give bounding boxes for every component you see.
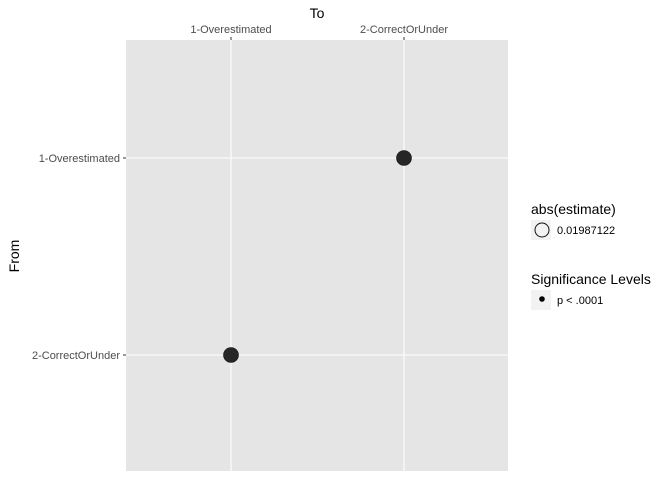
x-tick-label: 1-Overestimated bbox=[190, 24, 271, 36]
x-axis-ticks: 1-Overestimated 2-CorrectOrUnder bbox=[190, 24, 448, 40]
legend: abs(estimate) 0.01987122 Significance Le… bbox=[531, 201, 651, 310]
x-tick-label: 2-CorrectOrUnder bbox=[360, 24, 448, 36]
legend-significance-title: Significance Levels bbox=[531, 271, 651, 287]
y-tick-label: 2-CorrectOrUnder bbox=[32, 350, 120, 362]
data-point bbox=[223, 347, 239, 363]
legend-size-title: abs(estimate) bbox=[531, 201, 616, 217]
plot-panel bbox=[126, 40, 508, 471]
legend-significance-label: p < .0001 bbox=[557, 295, 603, 307]
grid-lines bbox=[126, 40, 508, 471]
x-axis-title: To bbox=[310, 5, 325, 21]
legend-size-key-background bbox=[531, 220, 551, 240]
legend-significance-key-dot bbox=[539, 296, 545, 302]
legend-size-label: 0.01987122 bbox=[557, 225, 615, 237]
data-point bbox=[396, 150, 412, 166]
y-axis-title: From bbox=[6, 240, 22, 273]
data-points bbox=[223, 150, 412, 363]
y-tick-label: 1-Overestimated bbox=[39, 153, 120, 165]
legend-size-key-circle bbox=[534, 222, 550, 238]
y-axis-ticks: 1-Overestimated 2-CorrectOrUnder bbox=[32, 153, 126, 362]
